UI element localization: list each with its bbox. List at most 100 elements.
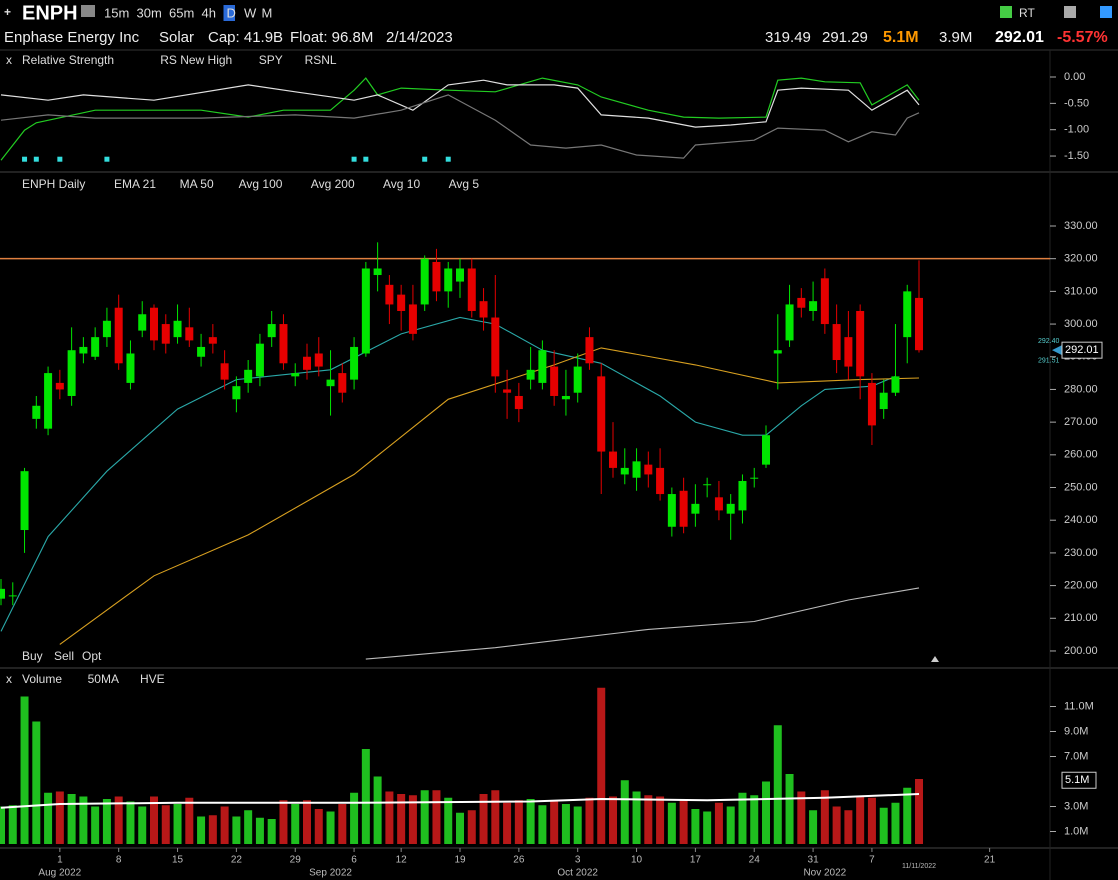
month-label: Aug 2022	[38, 868, 81, 879]
candle-body	[915, 297, 924, 351]
volume-bar	[785, 774, 794, 844]
timeframes: 15m 30m 65m 4h D W M	[104, 5, 272, 21]
x-tick-label: 29	[290, 855, 302, 866]
order-button[interactable]: Sell	[54, 649, 74, 663]
volume-bar	[244, 810, 253, 844]
candle-body	[703, 484, 712, 486]
volume-bar	[220, 806, 229, 844]
rs-new-high-marker	[104, 156, 110, 162]
save-icon[interactable]	[1064, 6, 1076, 18]
close-panel[interactable]: x	[6, 672, 12, 686]
timeframe-button[interactable]: M	[262, 5, 273, 20]
x-tick-label: 15	[172, 855, 184, 866]
legend-entry[interactable]: Avg 5	[449, 177, 480, 191]
volume-bar	[573, 806, 582, 844]
candle-body	[750, 477, 759, 479]
volume-bar	[644, 795, 653, 844]
volume-bar	[656, 796, 665, 844]
timeframe-button[interactable]: W	[244, 5, 257, 20]
candle-body	[514, 395, 523, 410]
order-button[interactable]: Buy	[22, 649, 43, 663]
volume-bar	[879, 807, 888, 844]
candle-body	[526, 369, 535, 380]
legend-entry[interactable]: Avg 100	[239, 177, 283, 191]
candle-body	[114, 307, 123, 364]
candle-body	[691, 503, 700, 514]
candle-body	[762, 435, 771, 465]
timeframe-button[interactable]: D	[227, 5, 236, 20]
close-panel[interactable]: x	[6, 53, 12, 67]
volume-bar	[891, 802, 900, 844]
legend-entry[interactable]: Volume	[22, 672, 62, 686]
change: -5.57%	[1057, 29, 1108, 46]
legend-entry[interactable]: Avg 200	[311, 177, 355, 191]
y-tick-label: 7.0M	[1064, 750, 1088, 762]
volume-bar	[491, 790, 500, 844]
legend-entry[interactable]: Relative Strength	[22, 53, 114, 67]
y-tick-label: 200.00	[1064, 645, 1098, 657]
y-tick-label: 210.00	[1064, 612, 1098, 624]
y-tick-label: 270.00	[1064, 416, 1098, 428]
candle-body	[844, 337, 853, 367]
rt-button[interactable]: RT	[1019, 6, 1035, 20]
add-icon[interactable]: +	[4, 5, 11, 19]
timeframe-button[interactable]: 4h	[202, 5, 216, 20]
x-tick-label: 31	[808, 855, 820, 866]
legend-entry[interactable]: 50MA	[88, 672, 119, 686]
volume-bar	[91, 806, 100, 844]
order-button[interactable]: Opt	[82, 649, 102, 663]
window-icon[interactable]	[1100, 6, 1112, 18]
legend-entry[interactable]: RS New High	[160, 53, 232, 67]
candle-body	[232, 386, 241, 400]
candle-body	[609, 451, 618, 468]
volume-bar	[526, 799, 535, 844]
volume-bar	[432, 790, 441, 844]
day-low: 291.29	[822, 29, 868, 46]
star-icon[interactable]	[1000, 6, 1012, 18]
volume-bar	[161, 805, 170, 844]
legend-entry[interactable]: ENPH Daily	[22, 177, 85, 191]
volume-bar	[514, 800, 523, 844]
candle-body	[255, 343, 264, 377]
candle-body	[879, 392, 888, 410]
legend-entry[interactable]: Avg 10	[383, 177, 420, 191]
candle-body	[679, 490, 688, 527]
current-volume-box	[1061, 771, 1097, 789]
x-tick-label: 8	[116, 855, 122, 866]
candle-body	[8, 595, 17, 597]
candle-body	[420, 258, 429, 305]
candle-body	[185, 327, 194, 341]
candle-body	[856, 310, 865, 377]
symbol[interactable]: ENPH	[22, 2, 78, 24]
volume-bar	[67, 794, 76, 844]
volume-bar	[444, 797, 453, 844]
candle-body	[197, 346, 206, 357]
indicator-line	[0, 94, 920, 159]
legend-entry[interactable]: SPY	[259, 53, 283, 67]
candle-body	[503, 389, 512, 393]
indicator-line	[0, 79, 920, 128]
volume-bar	[585, 797, 594, 844]
legend-entry[interactable]: EMA 21	[114, 177, 156, 191]
legend-entry[interactable]: HVE	[140, 672, 165, 686]
day-high: 319.49	[765, 29, 811, 46]
x-tick-label: 3	[575, 855, 581, 866]
timeframe-button[interactable]: 65m	[169, 5, 194, 20]
timeframe-button[interactable]: 15m	[104, 5, 129, 20]
y-tick-label: 1.0M	[1064, 825, 1088, 837]
candle-body	[738, 480, 747, 511]
avg-volume: 3.9M	[939, 29, 972, 46]
candle-body	[173, 320, 182, 338]
volume-bar	[844, 810, 853, 844]
last-date-label: 11/11/2022	[902, 863, 936, 870]
volume-bar	[32, 721, 41, 844]
legend-entry[interactable]: RSNL	[305, 53, 337, 67]
legend-entry[interactable]: MA 50	[180, 177, 214, 191]
timeframe-button[interactable]: 30m	[137, 5, 162, 20]
volume-bar	[620, 780, 629, 844]
volume-bar	[373, 776, 382, 844]
y-tick-label: 11.0M	[1064, 700, 1094, 712]
settings-icon[interactable]	[81, 5, 95, 17]
candle-body	[832, 324, 841, 361]
candle-body	[408, 304, 417, 334]
